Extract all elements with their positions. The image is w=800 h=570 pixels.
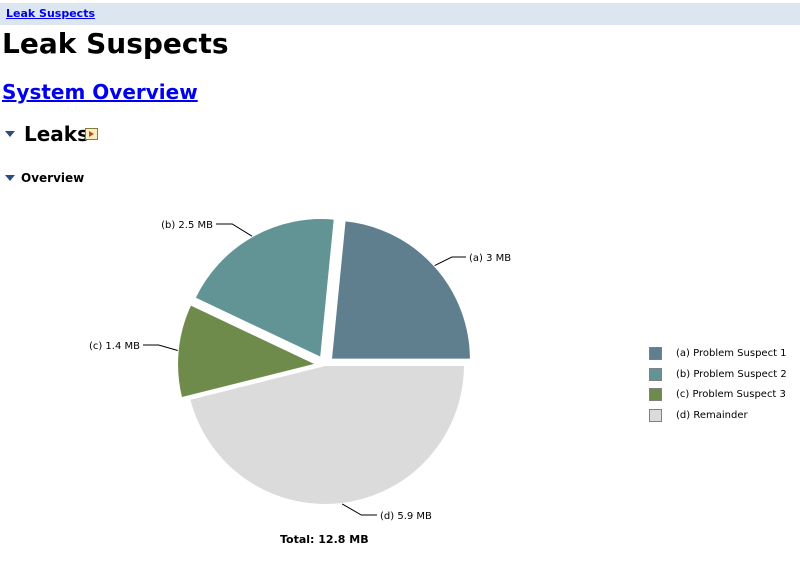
overview-heading: Overview (21, 171, 85, 185)
pie-data-label: (d) 5.9 MB (380, 511, 432, 522)
system-overview-link[interactable]: System Overview (2, 80, 198, 104)
pie-leader-line (216, 223, 253, 237)
pie-data-label: (a) 3 MB (469, 253, 511, 264)
legend-label: (b) Problem Suspect 2 (676, 368, 787, 380)
legend-label: (a) Problem Suspect 1 (676, 348, 787, 359)
breadcrumb: Leak Suspects (0, 3, 800, 25)
pie-leader-line (341, 503, 377, 516)
legend-label: (d) Remainder (676, 409, 748, 421)
overview-section-toggle[interactable] (2, 172, 18, 184)
legend-swatch (649, 347, 662, 360)
pie-leader-line (143, 344, 178, 351)
pie-data-label: (c) 1.4 MB (89, 341, 140, 352)
legend-swatch (649, 408, 662, 422)
collapse-triangle-icon (5, 131, 15, 137)
legend-swatch (649, 367, 662, 381)
chart-total: Total: 12.8 MB (280, 533, 369, 546)
leaks-heading: Leaks (24, 122, 90, 146)
leaks-section-toggle[interactable] (2, 128, 18, 140)
details-icon[interactable] (85, 128, 98, 140)
breadcrumb-link-leak-suspects[interactable]: Leak Suspects (6, 7, 95, 20)
pie-slice (329, 219, 472, 361)
collapse-triangle-icon (5, 175, 15, 181)
legend-swatch (649, 388, 662, 401)
legend-label: (c) Problem Suspect 3 (676, 389, 786, 400)
pie-slice (187, 364, 467, 506)
pie-leader-line (434, 256, 466, 267)
page-title: Leak Suspects (2, 27, 229, 60)
pie-data-label: (b) 2.5 MB (161, 220, 213, 231)
